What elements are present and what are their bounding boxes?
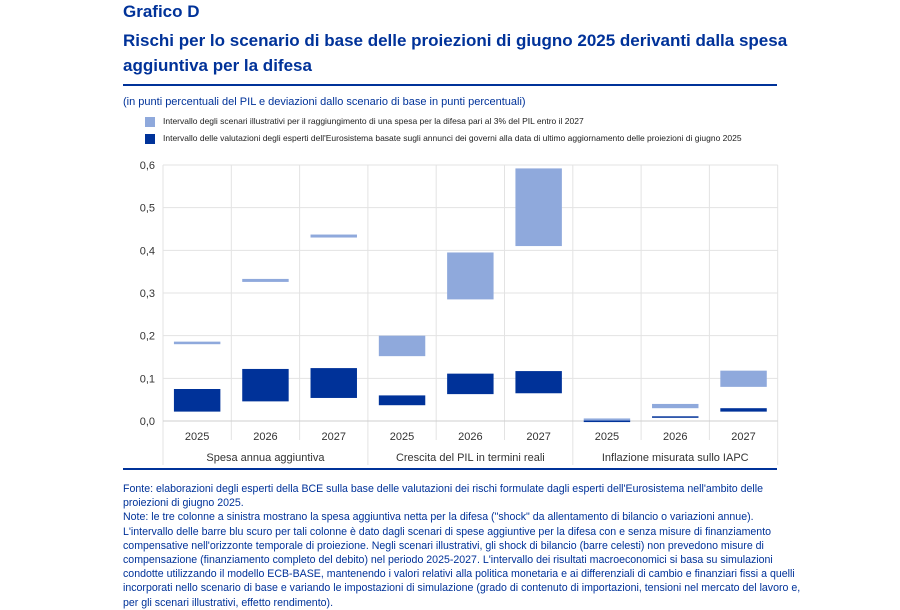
legend-item-dark: Intervallo delle valutazioni degli esper… [145,133,783,144]
x-tick-label: 2025 [595,431,619,443]
x-tick-label: 2027 [322,431,346,443]
scenario-range-bar [652,403,699,409]
scenario-range-bar [242,278,289,282]
group-label: Inflazione misurata sullo IAPC [602,452,749,464]
legend-swatch-dark [145,134,155,144]
y-tick-label: 0,4 [140,245,155,257]
note-text: Note: le tre colonne a sinistra mostrano… [123,511,801,609]
y-tick-label: 0,6 [140,160,155,172]
group-label: Crescita del PIL in termini reali [396,452,545,464]
expert-range-bar [173,389,221,412]
y-tick-label: 0,5 [140,203,155,215]
scenario-range-bar [720,370,767,387]
expert-range-bar [447,373,494,395]
x-tick-label: 2025 [390,431,414,443]
x-tick-label: 2026 [253,431,277,443]
y-tick-label: 0,2 [140,331,155,343]
scenario-range-bar [515,168,562,247]
x-tick-label: 2027 [731,431,755,443]
bottom-rule [123,468,777,470]
legend-swatch-light [145,117,155,127]
scenario-range-bar [447,252,494,300]
expert-range-bar [652,416,699,418]
expert-range-bar [310,368,357,398]
chart-label: Grafico D [123,2,200,21]
source-text: Fonte: elaborazioni degli esperti della … [123,483,764,510]
x-tick-label: 2026 [663,431,687,443]
y-tick-label: 0,3 [140,288,155,300]
y-tick-label: 0,0 [140,416,155,428]
scenario-range-bar [583,418,631,421]
x-tick-label: 2025 [185,431,209,443]
scenario-range-bar [310,234,357,238]
expert-range-bar [378,395,426,406]
expert-range-bar [720,408,767,412]
x-tick-label: 2027 [526,431,550,443]
legend-label: Intervallo delle valutazioni degli esper… [163,133,742,143]
x-tick-label: 2026 [458,431,482,443]
legend-item-light: Intervallo degli scenari illustrativi pe… [145,116,783,127]
expert-range-bar [515,371,562,394]
y-tick-label: 0,1 [140,373,155,385]
expert-range-bar [583,420,631,423]
legend-label: Intervallo degli scenari illustrativi pe… [163,116,584,126]
notes: Fonte: elaborazioni degli esperti della … [123,482,803,610]
scenario-range-bar [173,341,221,345]
chart-subtitle: (in punti percentuali del PIL e deviazio… [123,96,526,108]
group-label: Spesa annua aggiuntiva [206,452,325,464]
top-rule [123,84,777,86]
chart-title: Rischi per lo scenario di base delle pro… [123,31,788,75]
expert-range-bar [242,368,289,402]
scenario-range-bar [378,335,426,357]
